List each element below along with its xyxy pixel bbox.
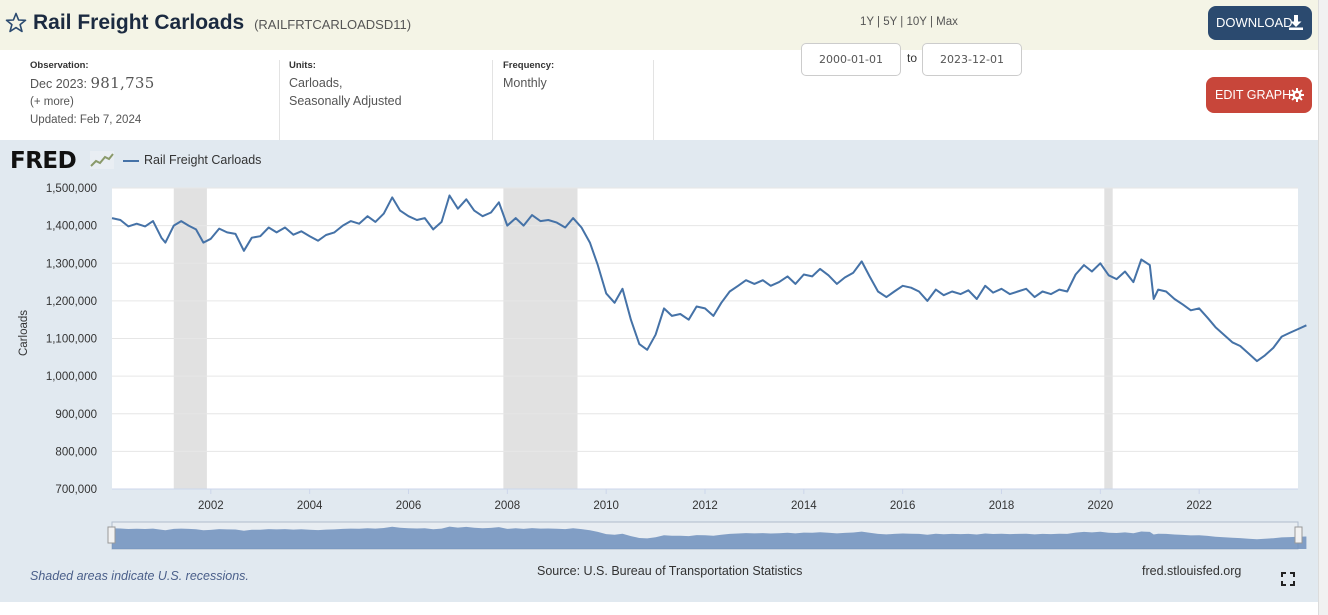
x-tick-label: 2002 bbox=[198, 500, 224, 512]
recession-note: Shaded areas indicate U.S. recessions. bbox=[30, 569, 249, 583]
x-tick-label: 2004 bbox=[297, 500, 323, 512]
navigator-handle-left bbox=[107, 526, 116, 544]
units-block: Units: Carloads, Seasonally Adjusted bbox=[289, 60, 402, 110]
y-tick-label: 1,300,000 bbox=[46, 258, 97, 270]
series-id: (RAILFRTCARLOADSD11) bbox=[254, 17, 412, 32]
divider bbox=[279, 60, 280, 140]
y-tick-label: 800,000 bbox=[55, 446, 97, 458]
frequency-block: Frequency: Monthly bbox=[503, 60, 554, 92]
units-label: Units: bbox=[289, 60, 316, 71]
observation-value: 981,735 bbox=[90, 74, 155, 92]
legend-swatch bbox=[123, 160, 139, 162]
page-title: Rail Freight Carloads (RAILFRTCARLOADSD1… bbox=[33, 11, 411, 35]
frequency-label: Frequency: bbox=[503, 60, 555, 71]
download-icon bbox=[1289, 15, 1303, 30]
y-tick-label: 1,200,000 bbox=[46, 296, 97, 308]
x-tick-label: 2022 bbox=[1186, 500, 1212, 512]
gear-icon bbox=[1290, 88, 1304, 102]
range-5y[interactable]: 5Y bbox=[883, 16, 898, 28]
star-icon[interactable] bbox=[4, 11, 28, 35]
x-tick-label: 2018 bbox=[989, 500, 1015, 512]
end-date-input[interactable]: 2023-12-01 bbox=[922, 43, 1022, 76]
source-text: Source: U.S. Bureau of Transportation St… bbox=[537, 564, 803, 578]
page-scrollbar[interactable] bbox=[1318, 0, 1328, 615]
frequency-value: Monthly bbox=[503, 76, 547, 90]
fred-logo: FRED bbox=[10, 148, 77, 174]
range-max[interactable]: Max bbox=[936, 16, 958, 28]
x-tick-label: 2014 bbox=[791, 500, 817, 512]
y-tick-label: 1,500,000 bbox=[46, 183, 97, 195]
header-bar: Rail Freight Carloads (RAILFRTCARLOADSD1… bbox=[0, 0, 1328, 50]
series-line bbox=[111, 194, 1307, 363]
observation-date: Dec 2023: bbox=[30, 77, 87, 91]
legend-label: Rail Freight Carloads bbox=[144, 153, 262, 167]
range-10y[interactable]: 10Y bbox=[906, 16, 927, 28]
y-tick-label: 700,000 bbox=[55, 484, 97, 496]
to-label: to bbox=[907, 51, 918, 65]
x-tick-label: 2012 bbox=[692, 500, 718, 512]
units-line-2: Seasonally Adjusted bbox=[289, 94, 402, 108]
edit-graph-label: EDIT GRAPH bbox=[1215, 88, 1292, 102]
fred-logo-icon bbox=[90, 151, 114, 169]
x-tick-label: 2020 bbox=[1088, 500, 1114, 512]
start-date-input[interactable]: 2000-01-01 bbox=[801, 43, 901, 76]
observation-label: Observation: bbox=[30, 60, 89, 71]
range-1y[interactable]: 1Y bbox=[860, 16, 874, 28]
x-tick-label: 2016 bbox=[890, 500, 916, 512]
x-tick-label: 2008 bbox=[495, 500, 521, 512]
navigator-series bbox=[112, 526, 1307, 549]
range-selector: 1Y | 5Y | 10Y | Max bbox=[860, 16, 958, 28]
observation-block: Observation: Dec 2023: 981,735 (+ more) … bbox=[30, 60, 155, 129]
y-tick-label: 1,400,000 bbox=[46, 221, 97, 233]
fullscreen-icon[interactable] bbox=[1281, 572, 1295, 586]
series-info-row: Observation: Dec 2023: 981,735 (+ more) … bbox=[0, 50, 1328, 140]
download-button[interactable]: DOWNLOAD bbox=[1208, 6, 1312, 40]
divider bbox=[653, 60, 654, 140]
navigator-handle-right bbox=[1294, 526, 1303, 544]
edit-graph-button[interactable]: EDIT GRAPH bbox=[1206, 77, 1312, 113]
units-line-1: Carloads, bbox=[289, 76, 343, 90]
y-tick-label: 1,100,000 bbox=[46, 334, 97, 346]
download-label: DOWNLOAD bbox=[1216, 15, 1293, 30]
divider bbox=[492, 60, 493, 140]
x-tick-label: 2010 bbox=[593, 500, 619, 512]
series-title: Rail Freight Carloads bbox=[33, 11, 245, 34]
site-link[interactable]: fred.stlouisfed.org bbox=[1142, 564, 1242, 578]
y-tick-label: 900,000 bbox=[55, 409, 97, 421]
x-tick-label: 2006 bbox=[396, 500, 422, 512]
updated-date: Updated: Feb 7, 2024 bbox=[30, 114, 142, 126]
y-tick-label: 1,000,000 bbox=[46, 371, 97, 383]
bottom-strip bbox=[0, 602, 1318, 615]
more-link[interactable]: (+ more) bbox=[30, 96, 74, 108]
